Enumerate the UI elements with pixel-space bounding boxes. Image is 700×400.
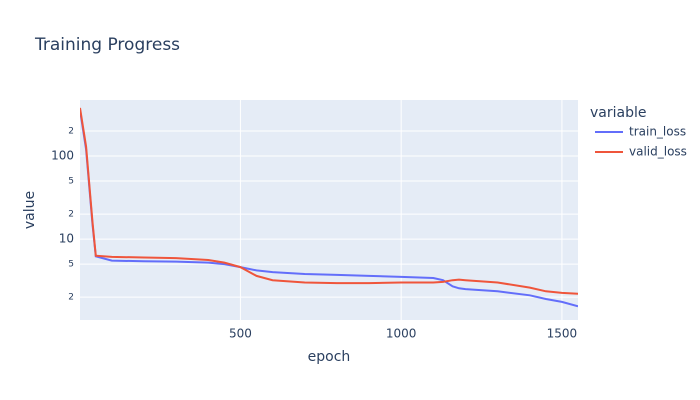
y-tick-label: 5 — [68, 260, 74, 270]
y-tick-label: 2 — [68, 127, 74, 137]
x-tick-label: 1000 — [386, 327, 417, 341]
legend-title: variable — [590, 105, 646, 121]
y-tick-label: 5 — [68, 177, 74, 187]
line — [80, 107, 578, 295]
plot-background — [80, 100, 578, 320]
legend-label: valid_loss — [629, 145, 687, 159]
x-tick-label: 500 — [229, 327, 252, 341]
y-tick-label: 2 — [68, 210, 74, 220]
chart-title: Training Progress — [34, 35, 180, 55]
y-axis-title: value — [22, 191, 38, 229]
x-axis-title: epoch — [308, 349, 351, 365]
y-tick-label: 100 — [51, 149, 74, 163]
y-tick-label: 2 — [68, 293, 74, 303]
legend-label: train_loss — [629, 125, 686, 139]
x-tick-label: 1500 — [547, 327, 578, 341]
line — [80, 109, 578, 308]
y-tick-label: 10 — [59, 232, 74, 246]
